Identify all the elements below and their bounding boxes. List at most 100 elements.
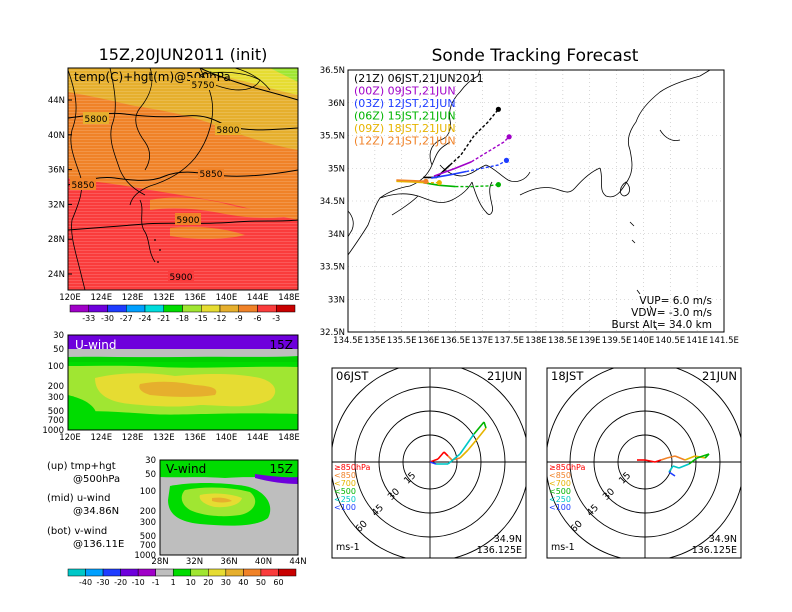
contour-label: 5750 xyxy=(192,81,215,91)
param-burst: Burst Alt= 34.0 km xyxy=(612,319,712,331)
hodograph-segment xyxy=(477,427,487,439)
sonde-tracks xyxy=(396,106,512,188)
hodograph-segment xyxy=(443,451,449,457)
u-wind-x-tick: 148E xyxy=(278,433,300,443)
contour-label: 5900 xyxy=(177,216,200,226)
colorbar-tick: -6 xyxy=(254,314,262,323)
colorbar-tick: -12 xyxy=(213,314,226,323)
polar-level-legend: <700 xyxy=(549,479,571,488)
u-wind-y-tick: 1000 xyxy=(42,426,64,436)
map-x-tick: 148E xyxy=(278,293,300,303)
map-x-axis: 120E 124E 128E 132E 136E 140E 144E 148E xyxy=(59,293,300,303)
polar-level-legend: <500 xyxy=(334,487,356,496)
polar-lon: 136.125E xyxy=(477,545,522,556)
colorbar-tick: -15 xyxy=(195,314,208,323)
panel-notes: (up) tmp+hgt @500hPa (mid) u-wind @34.86… xyxy=(47,461,124,550)
colorbar-tick: -3 xyxy=(272,314,280,323)
track-y-tick: 34N xyxy=(328,230,345,240)
wind-colorbar-swatch xyxy=(208,568,227,577)
polar-lat: 34.9N xyxy=(494,534,522,545)
polar-level-legend: ≥850hPa xyxy=(334,463,371,472)
colorbar-tick: -18 xyxy=(176,314,189,323)
track-end-point xyxy=(495,106,501,112)
u-wind-x-tick: 140E xyxy=(216,433,238,443)
u-wind-y-tick: 300 xyxy=(48,393,64,403)
track-x-tick: 140.5E xyxy=(655,336,685,346)
hodograph-segment xyxy=(447,453,461,465)
track-line-ascent xyxy=(396,180,426,184)
map-x-tick: 132E xyxy=(153,293,175,303)
map-y-tick: 40N xyxy=(48,131,65,141)
hodograph-segment xyxy=(688,457,698,465)
track-x-tick: 136.5E xyxy=(441,336,471,346)
v-wind-x-tick: 32N xyxy=(186,557,203,567)
track-coastline xyxy=(348,70,711,331)
track-end-point xyxy=(506,134,512,140)
wind-colorbar-tick: -30 xyxy=(97,578,110,587)
wind-colorbar-tick: 30 xyxy=(221,578,231,587)
hodograph-segment xyxy=(668,471,676,477)
polar-time: 06JST xyxy=(336,369,369,383)
track-end-point xyxy=(495,182,501,188)
track-line-ascent xyxy=(396,179,426,183)
v-wind-y-tick: 100 xyxy=(140,487,156,497)
hodograph-segment xyxy=(666,455,676,459)
v-wind-x-tick: 36N xyxy=(220,557,237,567)
v-wind-x-tick: 40N xyxy=(255,557,272,567)
polar-unit: ms-1 xyxy=(336,542,360,553)
colorbar-swatch xyxy=(144,304,164,313)
v-wind-y-tick: 300 xyxy=(140,518,156,528)
hodograph-segment xyxy=(696,453,710,459)
wind-colorbar-tick: 40 xyxy=(238,578,248,587)
hodograph-segment xyxy=(684,455,696,461)
right-title: Sonde Tracking Forecast xyxy=(432,46,639,66)
left-title: 15Z,20JUN2011 (init) xyxy=(99,45,268,64)
track-x-tick: 137.5E xyxy=(494,336,524,346)
colorbar-swatch xyxy=(88,304,108,313)
colorbar-swatch xyxy=(276,304,296,313)
track-line-descent xyxy=(449,108,499,166)
polar-level-legend: <100 xyxy=(334,503,356,512)
track-x-tick: 139E xyxy=(579,336,601,346)
map-y-tick: 36N xyxy=(48,166,65,176)
colorbar-tick: -21 xyxy=(157,314,170,323)
hodograph-segment xyxy=(660,457,668,461)
wind-colorbar-tick: 1 xyxy=(171,578,176,587)
v-wind-x-axis: 28N 32N 36N 40N 44N xyxy=(151,557,306,567)
polar-level-legend: <100 xyxy=(549,503,571,512)
track-y-tick: 32.5N xyxy=(320,328,345,338)
note-sub: @34.86N xyxy=(73,506,119,517)
v-wind-y-tick: 700 xyxy=(140,541,156,551)
hodograph-segment xyxy=(429,458,439,463)
polar-date: 21JUN xyxy=(487,369,522,383)
legend-entry: (09Z) 18JST,21JUN xyxy=(354,122,456,135)
polar-level-legend: <250 xyxy=(334,495,356,504)
hodograph-segment xyxy=(467,437,479,451)
legend-entry: (00Z) 09JST,21JUN xyxy=(354,85,456,98)
wind-colorbar-swatch xyxy=(155,568,174,577)
track-legend: (21Z) 06JST,21JUN2011(00Z) 09JST,21JUN(0… xyxy=(354,72,484,148)
map-x-tick: 124E xyxy=(90,293,112,303)
map-x-tick: 136E xyxy=(184,293,206,303)
u-wind-x-tick: 120E xyxy=(59,433,81,443)
track-x-tick: 138E xyxy=(525,336,547,346)
polar-lat: 34.9N xyxy=(709,534,737,545)
u-wind-y-tick: 500 xyxy=(48,407,64,417)
hodograph-segment xyxy=(459,449,469,459)
note-sub: @136.11E xyxy=(73,539,124,550)
u-wind-x-tick: 136E xyxy=(184,433,206,443)
contour-labels: 5750 5800 5800 5850 5850 5900 5900 xyxy=(70,78,241,283)
polar-level-legend: ≥850hPa xyxy=(549,463,586,472)
v-wind-time: 15Z xyxy=(270,462,294,476)
colorbar-swatch xyxy=(163,304,183,313)
colorbar-tick: -30 xyxy=(101,314,114,323)
wind-colorbar-swatch xyxy=(172,568,192,577)
track-x-tick: 135E xyxy=(364,336,386,346)
track-x-tick: 140E xyxy=(633,336,655,346)
hodograph-segment xyxy=(678,463,690,469)
wind-colorbar-tick: -40 xyxy=(79,578,92,587)
track-x-tick: 141E xyxy=(686,336,708,346)
colorbar-swatch xyxy=(201,304,221,313)
wind-colorbar-tick: 60 xyxy=(273,578,283,587)
sonde-params: VUP= 6.0 m/s VDW= -3.0 m/s Burst Alt= 34… xyxy=(612,295,712,331)
